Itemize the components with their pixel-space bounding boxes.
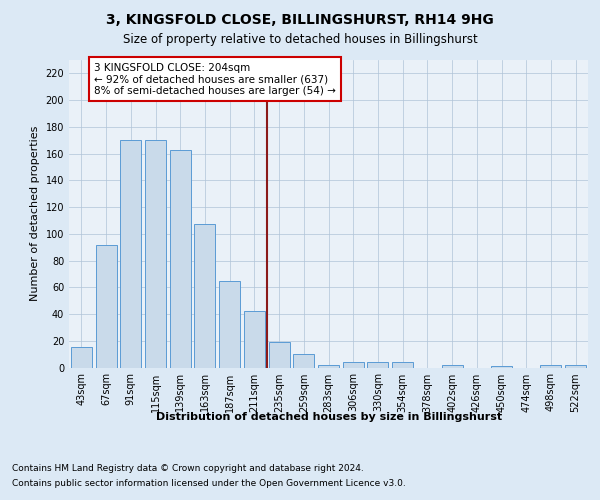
Bar [120, 140, 141, 368]
Bar [565, 365, 586, 368]
Text: Contains HM Land Registry data © Crown copyright and database right 2024.: Contains HM Land Registry data © Crown c… [12, 464, 364, 473]
Bar [95, 244, 116, 368]
Bar [367, 362, 388, 368]
Bar [392, 362, 413, 368]
Text: Size of property relative to detached houses in Billingshurst: Size of property relative to detached ho… [122, 32, 478, 46]
Text: Distribution of detached houses by size in Billingshurst: Distribution of detached houses by size … [156, 412, 502, 422]
Text: 3, KINGSFOLD CLOSE, BILLINGSHURST, RH14 9HG: 3, KINGSFOLD CLOSE, BILLINGSHURST, RH14 … [106, 12, 494, 26]
Text: Contains public sector information licensed under the Open Government Licence v3: Contains public sector information licen… [12, 479, 406, 488]
Bar [71, 348, 92, 368]
Bar [293, 354, 314, 368]
Bar [269, 342, 290, 367]
Bar [491, 366, 512, 368]
Bar [244, 312, 265, 368]
Bar [170, 150, 191, 368]
Bar [194, 224, 215, 368]
Bar [145, 140, 166, 368]
Y-axis label: Number of detached properties: Number of detached properties [30, 126, 40, 302]
Bar [219, 280, 240, 368]
Bar [541, 365, 562, 368]
Text: 3 KINGSFOLD CLOSE: 204sqm
← 92% of detached houses are smaller (637)
8% of semi-: 3 KINGSFOLD CLOSE: 204sqm ← 92% of detac… [94, 62, 335, 96]
Bar [318, 365, 339, 368]
Bar [343, 362, 364, 368]
Bar [442, 365, 463, 368]
